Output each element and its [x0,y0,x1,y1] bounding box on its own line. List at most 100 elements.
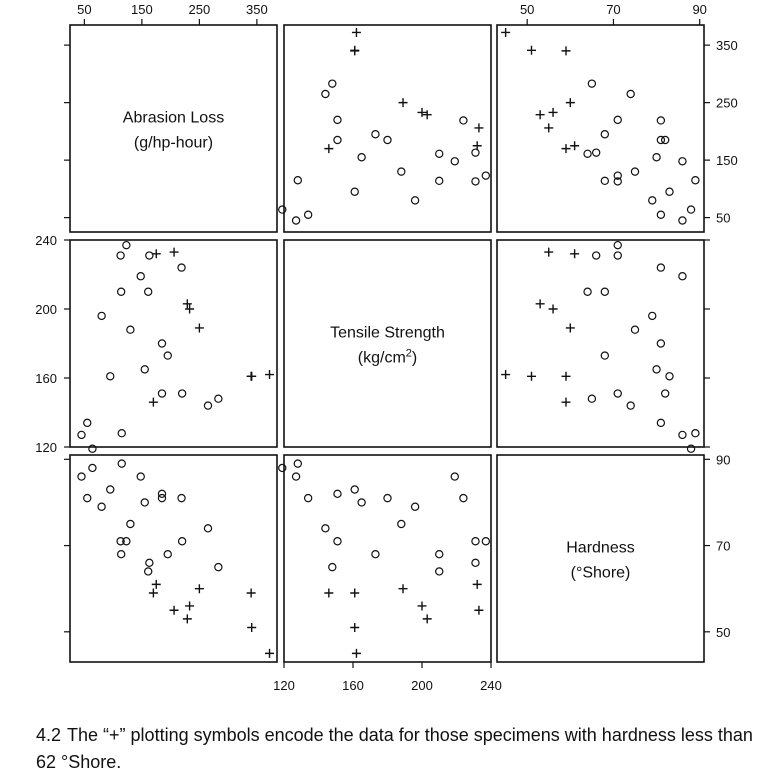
circle-point [587,394,597,403]
circle-point [145,558,154,568]
circle-point [435,549,444,559]
circle-point [293,176,302,185]
circle-point [591,251,601,260]
circle-point [157,489,167,499]
circle-point [656,263,666,272]
circle-point [691,176,700,185]
plus-point [350,45,360,55]
x-tick-label-bottom-tensile: 240 [480,678,502,693]
circle-point [591,148,601,157]
diagonal-label-abrasion: Abrasion Loss [123,110,224,127]
plus-point [169,605,179,615]
plus-point [561,397,571,407]
plus-point [148,588,158,598]
circle-point [656,116,666,125]
plus-point [472,141,482,151]
unit-superscript: 2 [406,348,412,360]
plus-point [324,588,334,598]
y-tick-label-left-tensile: 200 [35,302,57,317]
circle-point [97,311,106,321]
circle-point [303,493,313,503]
panel-frame-abrasion-vs-abrasion [69,24,278,233]
circle-point [321,524,330,533]
plus-point [324,144,334,154]
circle-point [656,418,666,428]
panel-frame-abrasion-vs-tensile [283,24,492,233]
circle-point [177,389,187,398]
panel-frame-tensile-vs-hardness [496,239,705,448]
plus-point [350,588,360,598]
plus-point [544,123,554,133]
circle-point [333,115,342,125]
circle-point [471,148,480,157]
circle-point [371,130,380,139]
circle-point [116,537,125,546]
circle-point [83,418,92,428]
circle-point [214,394,223,403]
y-tick-label-left-tensile: 160 [35,371,57,386]
circle-point [157,339,167,348]
circle-point [371,549,380,559]
plus-point [544,247,554,257]
circle-point [278,463,287,473]
circle-point [122,240,131,250]
caption-text: The “+” plotting symbols encode the data… [36,725,753,772]
circle-point [143,567,153,576]
panel-frame-tensile-vs-tensile [283,239,492,448]
diagonal-unit-tensile: (kg/cm2) [358,348,417,367]
circle-point [481,171,491,180]
plus-point [417,601,427,611]
x-tick-label-top-hardness: 90 [692,2,706,17]
circle-point [177,537,187,546]
plus-point [350,623,360,632]
circle-point [656,339,666,348]
plus-point [422,110,432,120]
circle-point [459,493,468,503]
plus-point [398,584,408,594]
circle-point [678,157,687,166]
circle-point [116,251,125,260]
circle-point [333,489,342,499]
circle-point [471,558,480,568]
plus-point [417,107,427,117]
diagonal-unit-hardness: (°Shore) [571,565,631,582]
plus-point [185,601,195,611]
plus-point [194,584,204,594]
diagonal-label-hardness: Hardness [566,540,634,557]
circle-point [143,287,153,296]
circle-point [136,272,145,281]
circle-point [600,351,610,360]
circle-point [583,287,592,296]
x-tick-label-bottom-tensile: 160 [342,678,364,693]
circle-point [177,263,186,272]
circle-point [626,401,635,410]
circle-point [116,287,126,296]
circle-point [686,205,696,214]
circle-point [88,463,97,473]
plus-point [561,144,571,154]
panel-frame-hardness-vs-hardness [496,454,705,663]
points-hardness-vs-abrasion [77,459,275,658]
y-tick-label-left-tensile: 120 [35,440,57,455]
circle-point [350,485,359,494]
y-tick-label-right-abrasion: 350 [716,38,738,53]
y-tick-label-right-abrasion: 150 [716,153,738,168]
circle-point [613,251,622,260]
plus-point [535,299,545,309]
circle-point [357,153,366,162]
circle-point [116,549,126,559]
y-tick-label-right-abrasion: 250 [716,96,738,111]
circle-point [328,562,337,572]
plus-point [148,397,158,407]
plus-point [527,45,536,55]
plus-point [246,588,256,598]
circle-point [450,472,459,481]
unit-part: (kg/cm [358,350,406,367]
circle-point [665,187,674,196]
circle-point [397,167,406,176]
circle-point [450,157,459,166]
circle-point [203,524,213,533]
circle-point [652,365,661,374]
plus-point [527,371,536,381]
circle-point [333,537,342,546]
